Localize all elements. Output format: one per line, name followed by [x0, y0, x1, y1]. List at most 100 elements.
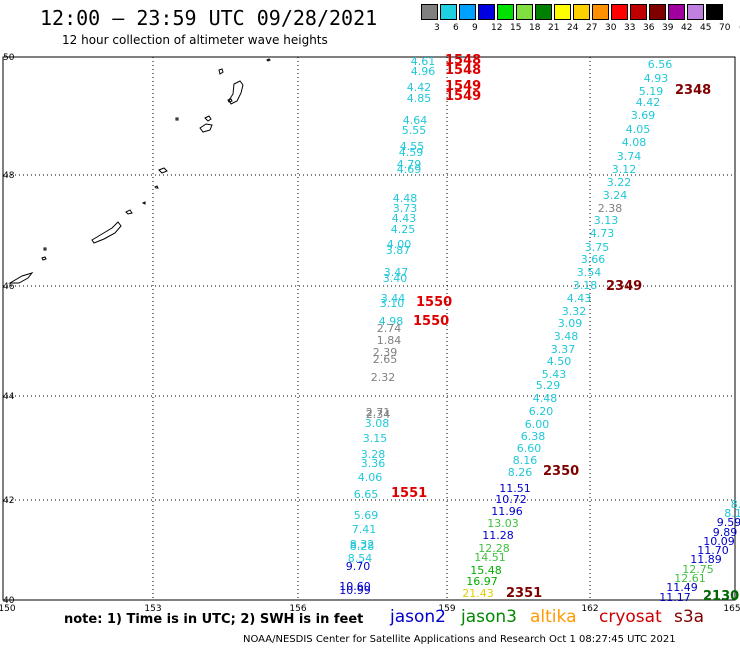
- colorbar-label: 24: [567, 23, 579, 33]
- wave-height-value: 3.22: [607, 176, 632, 189]
- wave-height-value: 5.19: [639, 85, 664, 98]
- colorbar-swatch: [706, 4, 723, 20]
- colorbar-swatch: [497, 4, 514, 20]
- axis-ticks: 150 153 156 159 162 165 50 48 46 44 42 40: [0, 53, 740, 614]
- colorbar-swatch: [516, 4, 533, 20]
- wave-height-value: 3.44: [381, 292, 406, 305]
- lon-tick-label: 159: [438, 604, 455, 614]
- wave-height-value: 4.42: [636, 96, 661, 109]
- wave-height-value: 9.70: [346, 560, 371, 573]
- island-outline: [125, 209, 133, 215]
- wave-height-value: 6.56: [648, 58, 673, 71]
- wave-height-value: 4.96: [411, 65, 436, 78]
- pass-time-label: 1550: [416, 295, 452, 310]
- wave-height-value: 8.32: [350, 538, 375, 551]
- wave-height-value: 10.60: [339, 580, 371, 593]
- pass-time-label: 1549: [445, 79, 481, 94]
- wave-height-value: 4.42: [407, 81, 432, 94]
- wave-height-value: 4.79: [397, 158, 422, 171]
- lat-tick-label: 42: [3, 496, 14, 506]
- wave-height-value: 4.43: [392, 212, 417, 225]
- wave-height-value: 6.65: [354, 488, 379, 501]
- colorbar-swatch: [535, 4, 552, 20]
- colorbar-swatch: [440, 4, 457, 20]
- wave-height-value: 4.48: [393, 192, 418, 205]
- wave-height-value: 13.03: [487, 517, 519, 530]
- legend-jason3: jason3: [461, 607, 517, 627]
- wave-height-value: 8.28: [350, 540, 375, 553]
- colorbar-swatch: [611, 4, 628, 20]
- wave-height-value: 11.51: [499, 482, 531, 495]
- wave-height-value: 3.74: [617, 150, 642, 163]
- wave-height-value: 10.09: [703, 535, 735, 548]
- wave-height-value: 3.15: [363, 432, 388, 445]
- wave-height-value: 4.64: [403, 114, 428, 127]
- wave-height-value: 3.87: [386, 244, 411, 257]
- wave-height-value: 8.16: [513, 454, 538, 467]
- wave-height-value: 11.49: [666, 581, 698, 594]
- units-note: note: 1) Time is in UTC; 2) SWH is in fe…: [64, 612, 364, 627]
- colorbar-swatch: [421, 4, 438, 20]
- wave-height-value: 4.48: [533, 392, 558, 405]
- wave-height-value: 12.28: [478, 542, 510, 555]
- island-outline: [41, 256, 47, 261]
- wave-height-value: 2.74: [377, 322, 402, 335]
- colorbar-swatch: [592, 4, 609, 20]
- wave-height-observations: 4.614.964.424.854.645.554.554.594.794.69…: [339, 53, 740, 604]
- wave-height-value: 12.61: [674, 572, 706, 585]
- wave-height-value: 8.: [731, 498, 740, 511]
- wave-height-value: 3.32: [562, 305, 587, 318]
- pass-time-label: 1550: [413, 314, 449, 329]
- wave-height-value: 10.99: [339, 584, 371, 597]
- wave-height-value: 4.05: [626, 123, 651, 136]
- colorbar-label: 9: [472, 23, 478, 33]
- wave-height-value: 2.38: [598, 202, 623, 215]
- wave-height-value: 3.24: [603, 189, 628, 202]
- wave-height-value: 4.73: [590, 227, 615, 240]
- colorbar-label: 39: [662, 23, 674, 33]
- wave-height-value: 12.75: [682, 563, 714, 576]
- colorbar-swatch: [478, 4, 495, 20]
- colorbar-label: 70: [719, 23, 731, 33]
- colorbar-swatch: [630, 4, 647, 20]
- wave-height-value: 11.17: [659, 591, 691, 604]
- wave-height-value: 3.36: [361, 457, 386, 470]
- wave-height-value: 5.43: [542, 368, 567, 381]
- lat-tick-label: 40: [3, 596, 15, 606]
- pass-time-label: 2130: [703, 589, 739, 604]
- wave-height-value: 14.51: [474, 551, 506, 564]
- colorbar-label: 27: [586, 23, 598, 33]
- island-outline: [154, 185, 159, 189]
- lon-tick-label: 165: [723, 604, 740, 614]
- wave-height-value: 4.08: [622, 136, 647, 149]
- colorbar-swatch: [687, 4, 704, 20]
- island-outline: [228, 80, 244, 105]
- wave-height-value: 3.73: [393, 202, 418, 215]
- map-subtitle: 12 hour collection of altimeter wave hei…: [62, 33, 328, 47]
- lat-tick-label: 48: [3, 171, 15, 181]
- wave-height-value: 2.34: [366, 408, 391, 421]
- wave-height-value: 4.06: [358, 471, 383, 484]
- wave-height-value: 5.29: [536, 379, 561, 392]
- wave-height-value: 4.00: [387, 238, 412, 251]
- colorbar-swatch: [649, 4, 666, 20]
- map-border: [2, 56, 736, 601]
- colorbar-label: 3: [434, 23, 440, 33]
- island-outline: [218, 68, 224, 75]
- wave-height-value: 4.85: [407, 92, 432, 105]
- pass-time-label: 1551: [391, 486, 427, 501]
- wave-height-value: 2.71: [366, 406, 391, 419]
- wave-height-value: 3.12: [612, 163, 637, 176]
- wave-height-value: 3.10: [380, 297, 405, 310]
- wave-height-value: 4.93: [644, 72, 669, 85]
- island-outline: [266, 58, 271, 62]
- wave-height-value: 3.13: [594, 214, 619, 227]
- wave-height-value: 6.20: [529, 405, 554, 418]
- wave-height-value: 9.89: [713, 526, 738, 539]
- island-outline: [175, 117, 179, 121]
- wave-height-value: 3.28: [361, 448, 386, 461]
- coastline: [8, 58, 271, 284]
- wave-height-value: 3.09: [558, 317, 583, 330]
- wave-height-value: 5.69: [354, 509, 379, 522]
